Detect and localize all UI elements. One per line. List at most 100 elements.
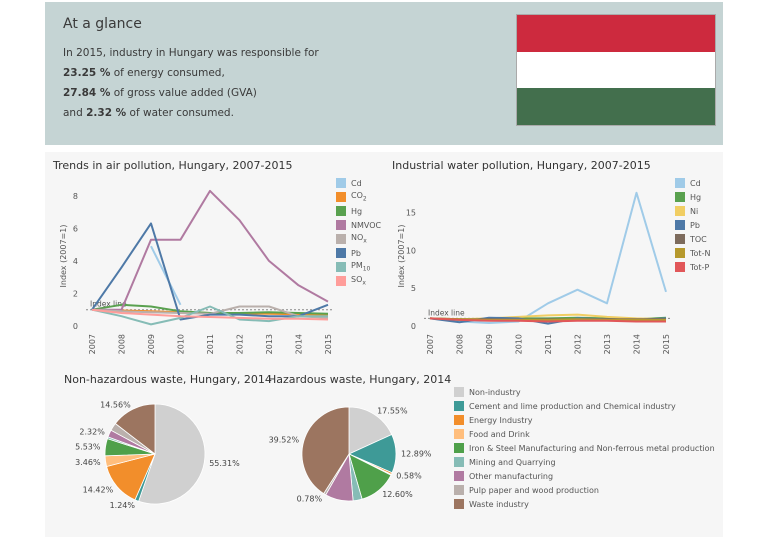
flag-stripe-red bbox=[517, 15, 715, 52]
x-tick-label: 2013 bbox=[265, 334, 274, 354]
pie-slice bbox=[301, 406, 350, 495]
legend-label: Cd bbox=[351, 178, 362, 188]
series-line-nmvoc bbox=[92, 189, 329, 311]
pie-data-label: 39.52% bbox=[269, 435, 300, 444]
y-tick-label: 8 bbox=[73, 192, 78, 201]
legend-label: Other manufacturing bbox=[469, 471, 554, 481]
legend-label: PM10 bbox=[351, 261, 371, 273]
legend-label: SOx bbox=[351, 275, 366, 287]
x-tick-label: 2014 bbox=[295, 334, 304, 354]
legend-item: Iron & Steel Manufacturing and Non-ferro… bbox=[454, 441, 715, 455]
at-a-glance-banner: At a glance In 2015, industry in Hungary… bbox=[45, 2, 723, 145]
legend-label: Waste industry bbox=[469, 499, 529, 509]
y-tick-label: 10 bbox=[406, 246, 416, 255]
legend-label: Mining and Quarrying bbox=[469, 457, 556, 467]
banner-title: At a glance bbox=[63, 16, 142, 32]
air-pollution-chart: 0 2 4 6 8 Index (2007=1) 2007 2008 2009 2010 2011 2… bbox=[59, 189, 333, 354]
legend-swatch bbox=[454, 485, 464, 495]
y-tick-label: 4 bbox=[73, 257, 78, 266]
x-tick-label: 2015 bbox=[324, 334, 333, 354]
legend-swatch bbox=[336, 192, 346, 202]
legend-item: Energy Industry bbox=[454, 413, 715, 427]
legend-label: Cd bbox=[690, 178, 701, 188]
legend-item: NMVOC bbox=[336, 218, 381, 232]
pie-data-label: 1.24% bbox=[110, 501, 136, 510]
legend-item: Ni bbox=[675, 204, 710, 218]
legend-swatch bbox=[675, 262, 685, 272]
legend-item: Pb bbox=[336, 246, 381, 260]
legend-item: Pulp paper and wood production bbox=[454, 483, 715, 497]
pie-data-label: 2.32% bbox=[79, 428, 105, 437]
pie-data-label: 0.78% bbox=[297, 495, 323, 504]
legend-item: Cement and lime production and Chemical … bbox=[454, 399, 715, 413]
legend-item: Tot-P bbox=[675, 260, 710, 274]
legend-item: Tot-N bbox=[675, 246, 710, 260]
legend-swatch bbox=[675, 234, 685, 244]
legend-label: CO2 bbox=[351, 191, 367, 203]
pie-data-label: 14.56% bbox=[100, 401, 131, 410]
x-tick-label: 2007 bbox=[88, 334, 97, 354]
x-tick-label: 2011 bbox=[206, 334, 215, 354]
legend-item: NOx bbox=[336, 232, 381, 246]
legend-item: Waste industry bbox=[454, 497, 715, 511]
y-axis-label: Index (2007=1) bbox=[59, 225, 68, 288]
series-line-sox bbox=[91, 308, 329, 321]
legend-swatch bbox=[454, 401, 464, 411]
x-tick-label: 2012 bbox=[574, 334, 583, 354]
legend-item: Other manufacturing bbox=[454, 469, 715, 483]
x-tick-label: 2008 bbox=[118, 334, 127, 354]
legend-swatch bbox=[336, 206, 346, 216]
legend-swatch bbox=[336, 178, 346, 188]
legend-label: Pulp paper and wood production bbox=[469, 485, 599, 495]
legend-item: Non-industry bbox=[454, 385, 715, 399]
statement-value: 2.32 % bbox=[86, 107, 127, 119]
legend-label: NOx bbox=[351, 233, 367, 245]
pie-data-label: 12.89% bbox=[401, 450, 432, 459]
legend-item: SOx bbox=[336, 274, 381, 288]
legend-swatch bbox=[454, 429, 464, 439]
nonhaz-chart-title: Non-hazardous waste, Hungary, 2014 bbox=[64, 373, 272, 386]
legend-swatch bbox=[454, 415, 464, 425]
pie-data-label: 0.58% bbox=[396, 472, 422, 481]
legend-label: Pb bbox=[690, 220, 700, 230]
statement-value: 27.84 % bbox=[63, 87, 111, 99]
legend-item: CO2 bbox=[336, 190, 381, 204]
y-tick-label: 0 bbox=[411, 322, 416, 331]
legend-label: TOC bbox=[690, 234, 707, 244]
legend-item: Cd bbox=[675, 176, 710, 190]
haz-chart-title: Hazardous waste, Hungary, 2014 bbox=[268, 373, 452, 386]
water-chart-title: Industrial water pollution, Hungary, 200… bbox=[392, 159, 651, 172]
x-tick-label: 2009 bbox=[485, 334, 494, 354]
pie-data-label: 17.55% bbox=[377, 406, 408, 415]
legend-item: Pb bbox=[675, 218, 710, 232]
statement-line: and 2.32 % of water consumed. bbox=[63, 107, 234, 119]
air-chart-title: Trends in air pollution, Hungary, 2007-2… bbox=[53, 159, 293, 172]
legend-swatch bbox=[454, 457, 464, 467]
legend-item: Mining and Quarrying bbox=[454, 455, 715, 469]
statement-value: 23.25 % bbox=[63, 67, 111, 79]
legend-swatch bbox=[336, 234, 346, 244]
y-tick-label: 15 bbox=[406, 208, 416, 217]
y-axis-label: Index (2007=1) bbox=[397, 225, 406, 288]
legend-label: NMVOC bbox=[351, 220, 382, 230]
hungary-flag bbox=[516, 14, 716, 126]
legend-label: Energy Industry bbox=[469, 415, 533, 425]
legend-label: Non-industry bbox=[469, 387, 521, 397]
pie-data-label: 5.53% bbox=[75, 442, 101, 451]
legend-swatch bbox=[454, 443, 464, 453]
waste-pie-legend: Non-industry Cement and lime production a… bbox=[454, 385, 715, 511]
series-line-pb bbox=[91, 222, 329, 321]
pie-data-label: 55.31% bbox=[209, 459, 240, 468]
x-tick-label: 2008 bbox=[456, 334, 465, 354]
legend-item: Hg bbox=[675, 190, 710, 204]
legend-swatch bbox=[675, 206, 685, 216]
statement-line: 23.25 % of energy consumed, bbox=[63, 67, 225, 79]
pie-slice bbox=[114, 403, 156, 455]
legend-item: Food and Drink bbox=[454, 427, 715, 441]
legend-swatch bbox=[336, 262, 346, 272]
x-tick-label: 2014 bbox=[633, 334, 642, 354]
legend-label: Iron & Steel Manufacturing and Non-ferro… bbox=[469, 443, 715, 453]
legend-item: PM10 bbox=[336, 260, 381, 274]
pie-data-label: 14.42% bbox=[83, 486, 114, 495]
